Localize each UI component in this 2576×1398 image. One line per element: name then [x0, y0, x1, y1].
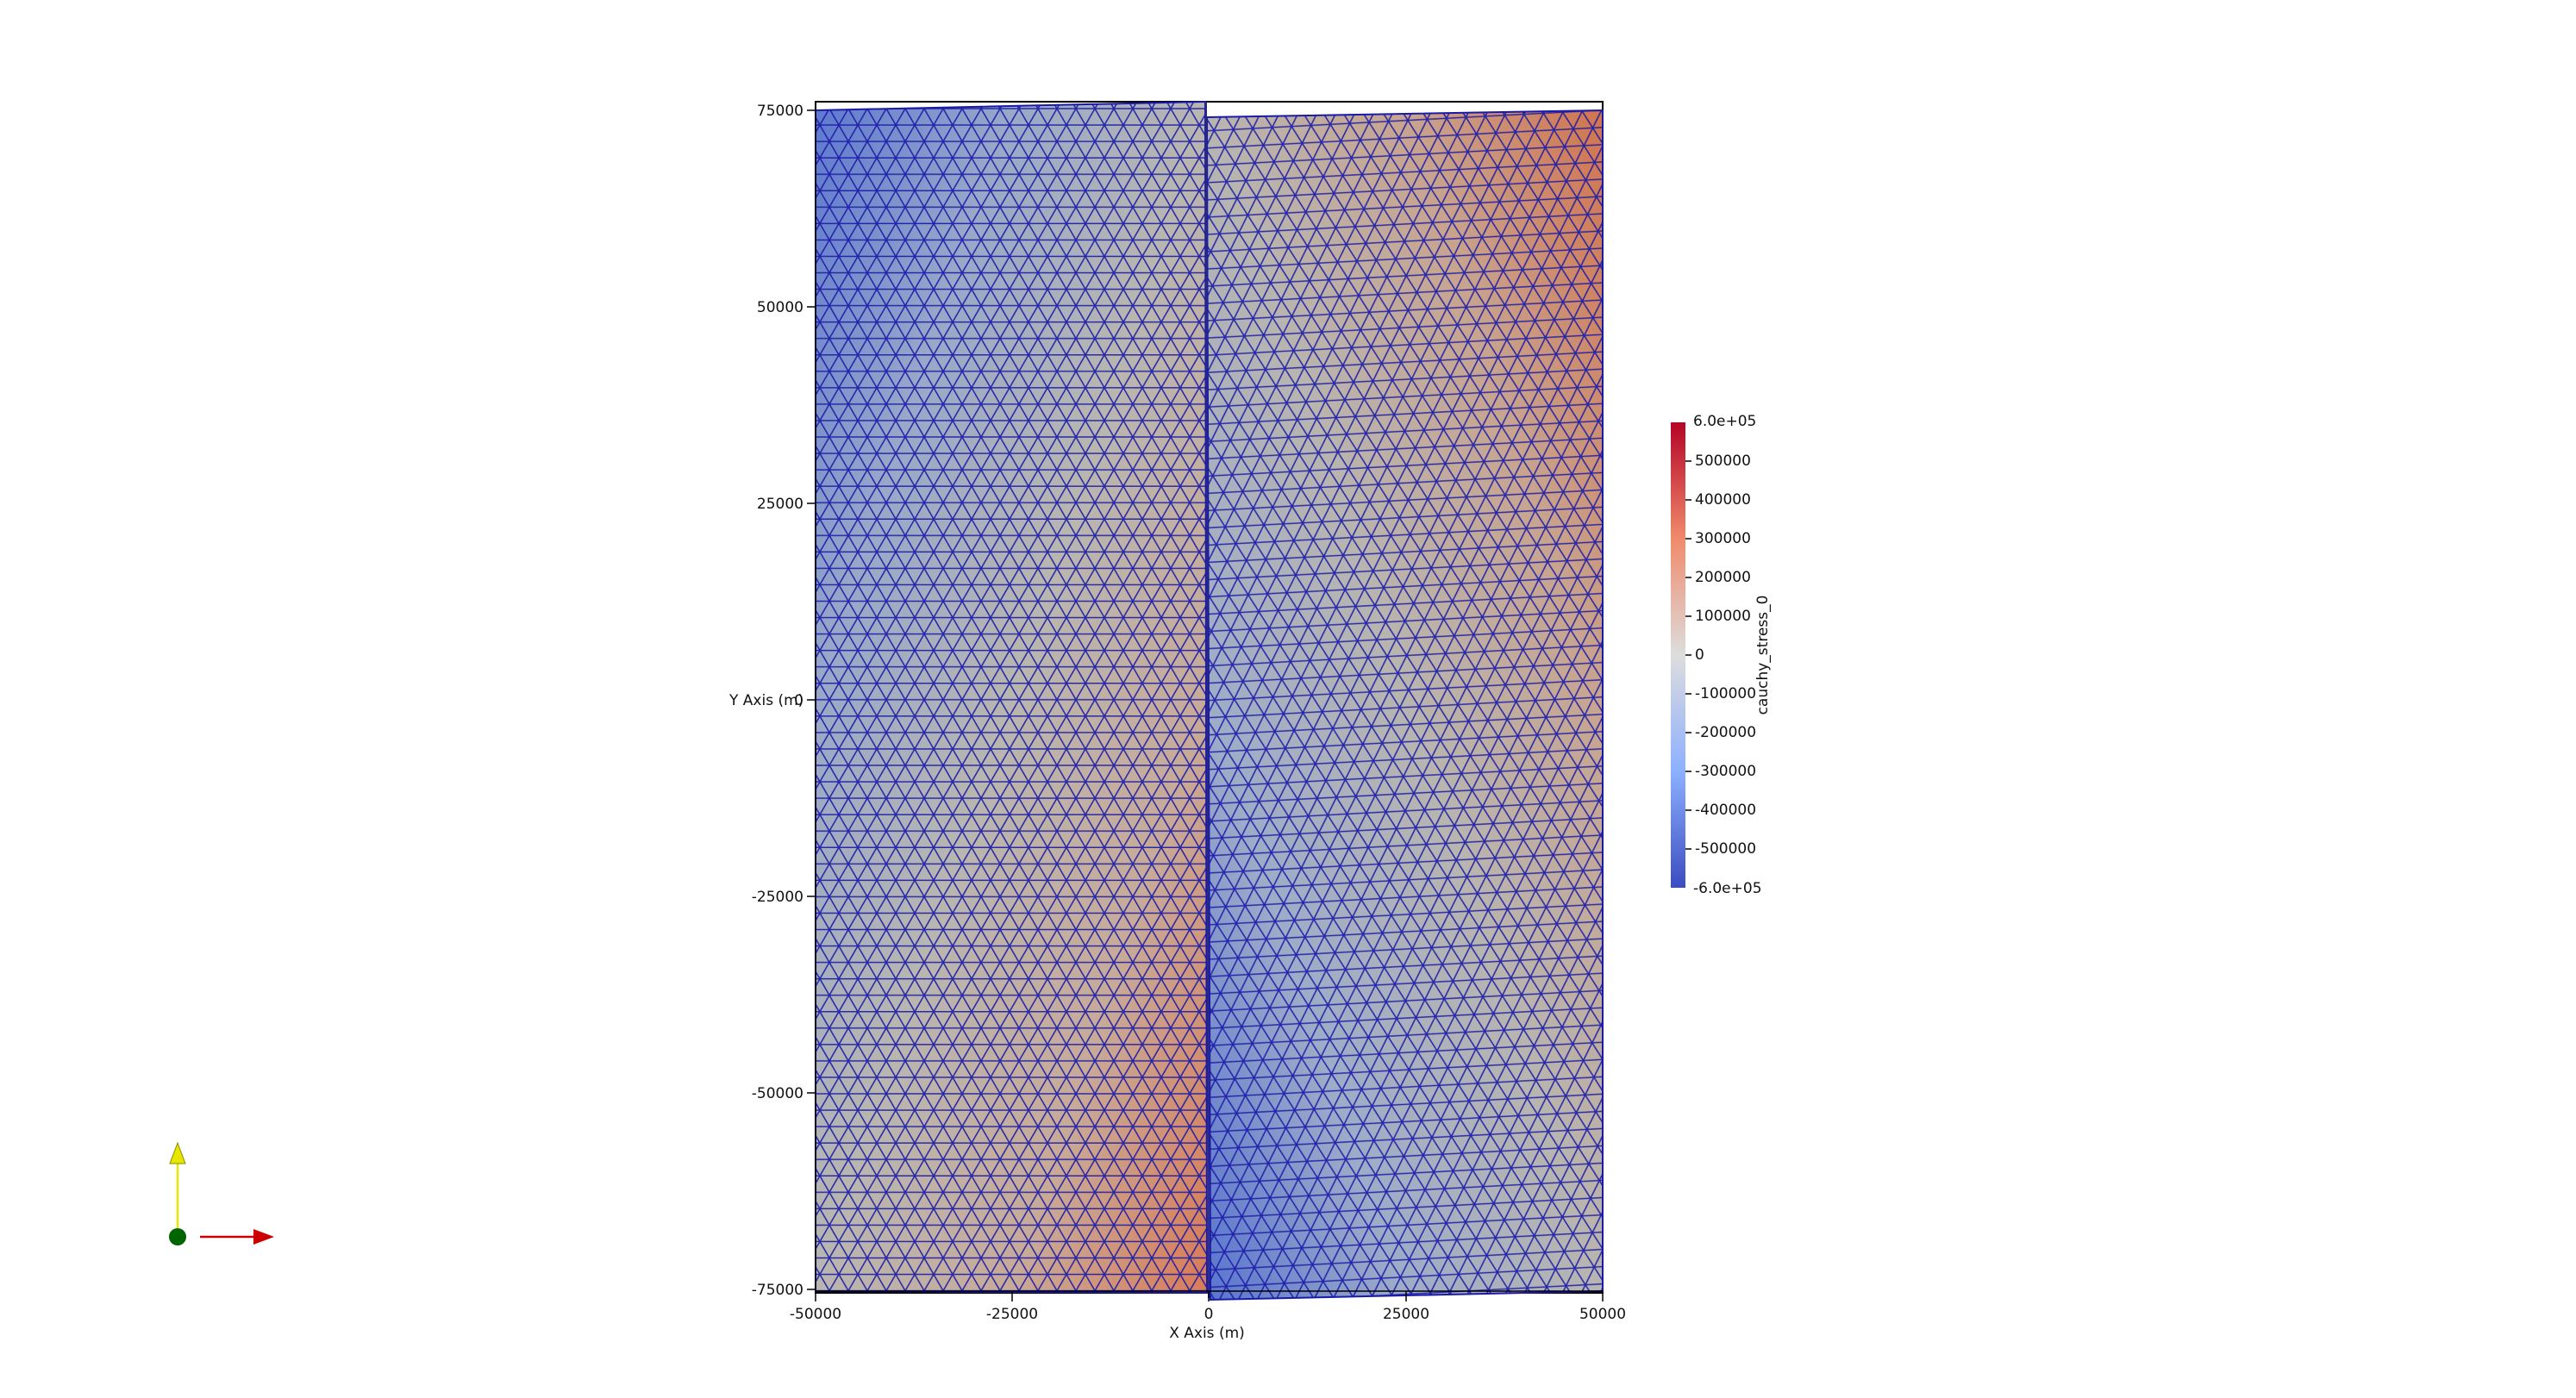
colorbar-tick-label: 400000	[1695, 491, 1751, 509]
orientation-y-arrow-icon	[169, 1141, 186, 1164]
colorbar-tick-label: -200000	[1695, 724, 1756, 741]
y-axis: 75000 50000 25000 0 -25000 -50000	[728, 103, 816, 1299]
x-axis-title: X Axis (m)	[1169, 1325, 1245, 1342]
x-tick-3: 25000	[1383, 1291, 1429, 1323]
x-tick-label: -50000	[790, 1306, 841, 1323]
y-tick-label: 50000	[757, 299, 803, 316]
y-tick-5: -50000	[752, 1085, 816, 1102]
colorbar-tick-label: 100000	[1695, 608, 1751, 625]
mesh-block-right-edges	[1207, 110, 1603, 1300]
colorbar-ticks: 500000 400000 300000 200000 100000 0 -10…	[1685, 452, 1756, 858]
y-tick-2: 25000	[757, 496, 816, 513]
mesh-block-left[interactable]	[815, 100, 1209, 1295]
colorbar-min-label: -6.0e+05	[1693, 880, 1762, 897]
colorbar-tick-label: -300000	[1695, 763, 1756, 780]
colorbar-tick-label: -100000	[1695, 685, 1756, 702]
y-tick-4: -25000	[752, 889, 816, 906]
x-tick-label: -25000	[986, 1306, 1038, 1323]
orientation-z-axis-icon	[169, 1228, 186, 1245]
colorbar-max-label: 6.0e+05	[1693, 413, 1756, 430]
x-tick-4: 50000	[1579, 1291, 1626, 1323]
y-tick-label: 75000	[757, 103, 803, 120]
colorbar[interactable]: 6.0e+05 500000 400000 300000 200000 1000…	[1671, 413, 1772, 897]
colorbar-tick-label: -400000	[1695, 802, 1756, 819]
colorbar-tick-label: 0	[1695, 646, 1704, 664]
colorbar-tick-label: 300000	[1695, 530, 1751, 547]
y-tick-1: 50000	[757, 299, 816, 316]
y-tick-label: 0	[794, 692, 803, 709]
colorbar-gradient[interactable]	[1671, 422, 1685, 888]
colorbar-tick-label: -500000	[1695, 840, 1756, 858]
colorbar-tick-label: 200000	[1695, 569, 1751, 586]
x-tick-2: 0	[1204, 1291, 1214, 1323]
mesh-block-left-edges	[816, 102, 1207, 1293]
y-tick-label: -50000	[752, 1085, 803, 1102]
y-tick-label: 25000	[757, 496, 803, 513]
mesh-block-right[interactable]	[1205, 109, 1604, 1301]
x-tick-label: 50000	[1579, 1306, 1626, 1323]
y-tick-0: 75000	[757, 103, 816, 120]
x-tick-label: 0	[1204, 1306, 1214, 1323]
colorbar-tick-label: 500000	[1695, 452, 1751, 470]
y-tick-label: -75000	[752, 1282, 803, 1299]
x-tick-label: 25000	[1383, 1306, 1429, 1323]
y-tick-label: -25000	[752, 889, 803, 906]
x-tick-0: -50000	[790, 1291, 841, 1323]
y-tick-3: 0	[794, 692, 816, 709]
x-axis: -50000 -25000 0 25000 50000 X Axis (m)	[790, 1290, 1626, 1342]
y-axis-title: Y Axis (m)	[728, 692, 803, 709]
x-tick-1: -25000	[986, 1291, 1038, 1323]
colorbar-title: cauchy_stress_0	[1754, 596, 1772, 715]
y-tick-6: -75000	[752, 1282, 816, 1299]
orientation-axes[interactable]	[169, 1141, 274, 1245]
fault-line	[1205, 101, 1210, 1299]
orientation-x-arrow-icon	[253, 1229, 274, 1245]
